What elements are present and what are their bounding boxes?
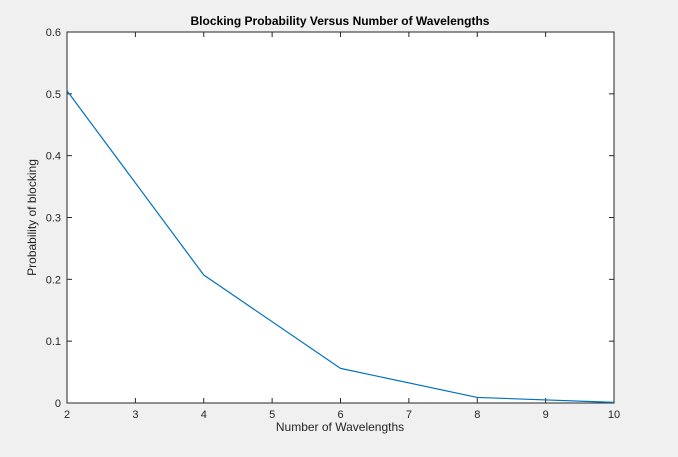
y-tick-label: 0.2	[46, 274, 61, 286]
y-axis-label: Probability of blocking	[25, 159, 39, 276]
x-tick-label: 7	[406, 409, 412, 421]
x-tick-label: 9	[543, 409, 549, 421]
chart-title: Blocking Probability Versus Number of Wa…	[191, 14, 490, 28]
y-tick-label: 0	[55, 398, 61, 410]
x-axis-label: Number of Wavelengths	[276, 420, 404, 434]
x-tick-label: 4	[201, 409, 207, 421]
y-tick-label: 0.4	[46, 151, 61, 163]
y-tick-label: 0.1	[46, 336, 61, 348]
x-tick-label: 2	[64, 409, 70, 421]
y-tick-label: 0.3	[46, 213, 61, 225]
x-tick-label: 3	[132, 409, 138, 421]
y-tick-label: 0.6	[46, 27, 61, 39]
y-tick-label: 0.5	[46, 89, 61, 101]
x-tick-label: 10	[608, 409, 620, 421]
x-tick-label: 5	[269, 409, 275, 421]
x-tick-label: 8	[474, 409, 480, 421]
plot-area	[67, 32, 614, 403]
